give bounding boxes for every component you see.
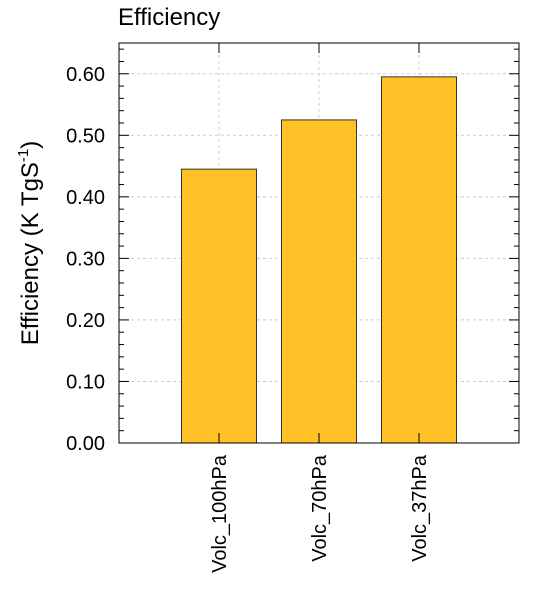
y-tick-label: 0.60 xyxy=(66,64,105,86)
y-axis-label-close: ) xyxy=(17,141,44,149)
y-tick-label: 0.20 xyxy=(66,310,105,332)
x-tick-label: Volc_70hPa xyxy=(309,454,331,562)
y-tick-label: 0.10 xyxy=(66,371,105,393)
plot-frame xyxy=(118,42,520,444)
chart-title: Efficiency xyxy=(118,4,220,31)
x-tick-label: Volc_37hPa xyxy=(409,454,431,562)
y-axis-label-sup: -1 xyxy=(15,149,32,162)
y-tick-label: 0.30 xyxy=(66,248,105,270)
y-tick-label: 0.40 xyxy=(66,187,105,209)
y-axis-label: Efficiency (K TgS-1) xyxy=(15,141,44,346)
x-tick-label: Volc_100hPa xyxy=(209,454,231,573)
y-tick-label: 0.50 xyxy=(66,125,105,147)
bar xyxy=(181,168,257,444)
bar xyxy=(281,119,357,444)
y-tick-label: 0.00 xyxy=(66,433,105,455)
bar xyxy=(381,76,457,444)
y-axis-label-text: Efficiency (K TgS xyxy=(17,162,44,345)
